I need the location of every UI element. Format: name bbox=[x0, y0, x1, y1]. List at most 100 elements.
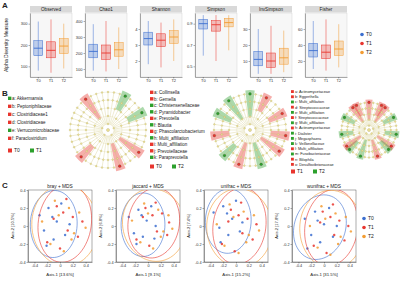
branch bbox=[113, 134, 139, 153]
node bbox=[373, 144, 375, 146]
point bbox=[316, 219, 318, 221]
y-axis-tick-label: -0.4 bbox=[19, 261, 26, 265]
cladogram bbox=[69, 91, 147, 172]
y-axis-tick-mark bbox=[291, 190, 293, 191]
x-axis-line bbox=[29, 262, 93, 263]
box bbox=[169, 31, 178, 44]
x-axis-tick-label: -0.4 bbox=[296, 264, 303, 268]
clade-label: g: Phascolarctobacterium bbox=[154, 129, 205, 134]
branch bbox=[372, 134, 386, 153]
point bbox=[319, 241, 321, 243]
median bbox=[34, 48, 43, 49]
node bbox=[265, 97, 267, 99]
node bbox=[353, 144, 355, 146]
node bbox=[283, 140, 285, 142]
x-axis-tick-label: T2 bbox=[336, 78, 341, 83]
node bbox=[249, 150, 251, 152]
branch bbox=[372, 108, 386, 127]
node bbox=[383, 134, 385, 136]
node bbox=[266, 141, 268, 143]
clade-key bbox=[291, 101, 294, 104]
node bbox=[351, 142, 353, 144]
median bbox=[334, 49, 343, 50]
node bbox=[269, 123, 271, 125]
box bbox=[334, 41, 343, 55]
branch bbox=[214, 130, 244, 131]
point bbox=[70, 238, 72, 240]
node bbox=[70, 135, 72, 137]
axis-title: Axis.2 [17.8%] bbox=[274, 213, 279, 239]
node bbox=[221, 134, 223, 136]
facet-strip bbox=[140, 6, 182, 13]
point bbox=[46, 241, 48, 243]
node bbox=[114, 108, 116, 110]
y-axis-tick-mark bbox=[203, 262, 205, 263]
node bbox=[383, 144, 385, 146]
y-axis-tick: -0.4 bbox=[195, 261, 204, 265]
node bbox=[353, 134, 355, 136]
node bbox=[341, 129, 343, 131]
point bbox=[133, 232, 135, 234]
x-axis-tick-label: 0.4 bbox=[83, 264, 88, 268]
node bbox=[229, 109, 231, 111]
y-axis-tick: 0.4 bbox=[108, 189, 116, 193]
y-axis-tick-mark bbox=[139, 29, 141, 30]
point bbox=[68, 207, 70, 209]
node bbox=[381, 105, 383, 107]
node bbox=[249, 108, 251, 110]
node bbox=[224, 155, 226, 157]
node bbox=[269, 109, 271, 111]
node bbox=[368, 125, 370, 127]
y-axis-tick-label: 3 bbox=[135, 43, 138, 48]
x-axis-tick: 0 bbox=[323, 262, 325, 268]
node bbox=[116, 101, 118, 103]
node bbox=[237, 112, 239, 114]
clade-node bbox=[359, 155, 362, 158]
point bbox=[171, 228, 173, 230]
node bbox=[134, 143, 136, 145]
clade-highlight bbox=[270, 131, 290, 141]
point bbox=[139, 241, 141, 243]
clade-label: f: Paraclostridium bbox=[12, 136, 47, 141]
node bbox=[372, 151, 374, 153]
point bbox=[241, 232, 243, 234]
y-axis-tick: -0.2 bbox=[107, 243, 116, 247]
branch bbox=[373, 130, 396, 131]
x-axis-tick: 0.4 bbox=[83, 262, 88, 268]
y-axis-tick-mark bbox=[249, 61, 251, 62]
clade-label: d: Streptococcaceae bbox=[295, 106, 330, 110]
node bbox=[113, 92, 115, 94]
node bbox=[113, 127, 115, 129]
axis-title: Axis.1 [31.5%] bbox=[310, 272, 337, 277]
node bbox=[121, 156, 123, 158]
y-axis: 234 bbox=[135, 14, 140, 78]
clade-key bbox=[291, 163, 294, 166]
clade-highlight bbox=[210, 131, 230, 141]
root bbox=[368, 129, 371, 132]
branch bbox=[255, 109, 280, 127]
y-axis-tick: -0.2 bbox=[283, 243, 292, 247]
point bbox=[227, 234, 229, 236]
point bbox=[54, 200, 56, 202]
node bbox=[107, 123, 109, 125]
point bbox=[221, 243, 223, 245]
panel-label: A bbox=[2, 1, 8, 10]
clade-highlight bbox=[233, 142, 247, 169]
x-axis-tick-label: -0.2 bbox=[132, 264, 139, 268]
x-axis-tick: 0 bbox=[147, 262, 149, 268]
node bbox=[215, 140, 217, 142]
node bbox=[389, 122, 391, 124]
point bbox=[242, 210, 244, 212]
node bbox=[366, 133, 368, 135]
legend-label: T2 bbox=[319, 168, 325, 174]
plot-frame bbox=[292, 190, 356, 262]
x-axis-tick-label: T1 bbox=[104, 78, 109, 83]
axis-title: Alpha Diversity Measure bbox=[3, 18, 9, 72]
axis-title: Axis.2 [6.8%] bbox=[98, 214, 103, 237]
node bbox=[100, 108, 102, 110]
y-axis-tick: 40 bbox=[298, 43, 305, 48]
clade-key bbox=[150, 136, 153, 139]
point bbox=[246, 218, 248, 220]
node bbox=[129, 160, 131, 162]
point bbox=[135, 243, 137, 245]
